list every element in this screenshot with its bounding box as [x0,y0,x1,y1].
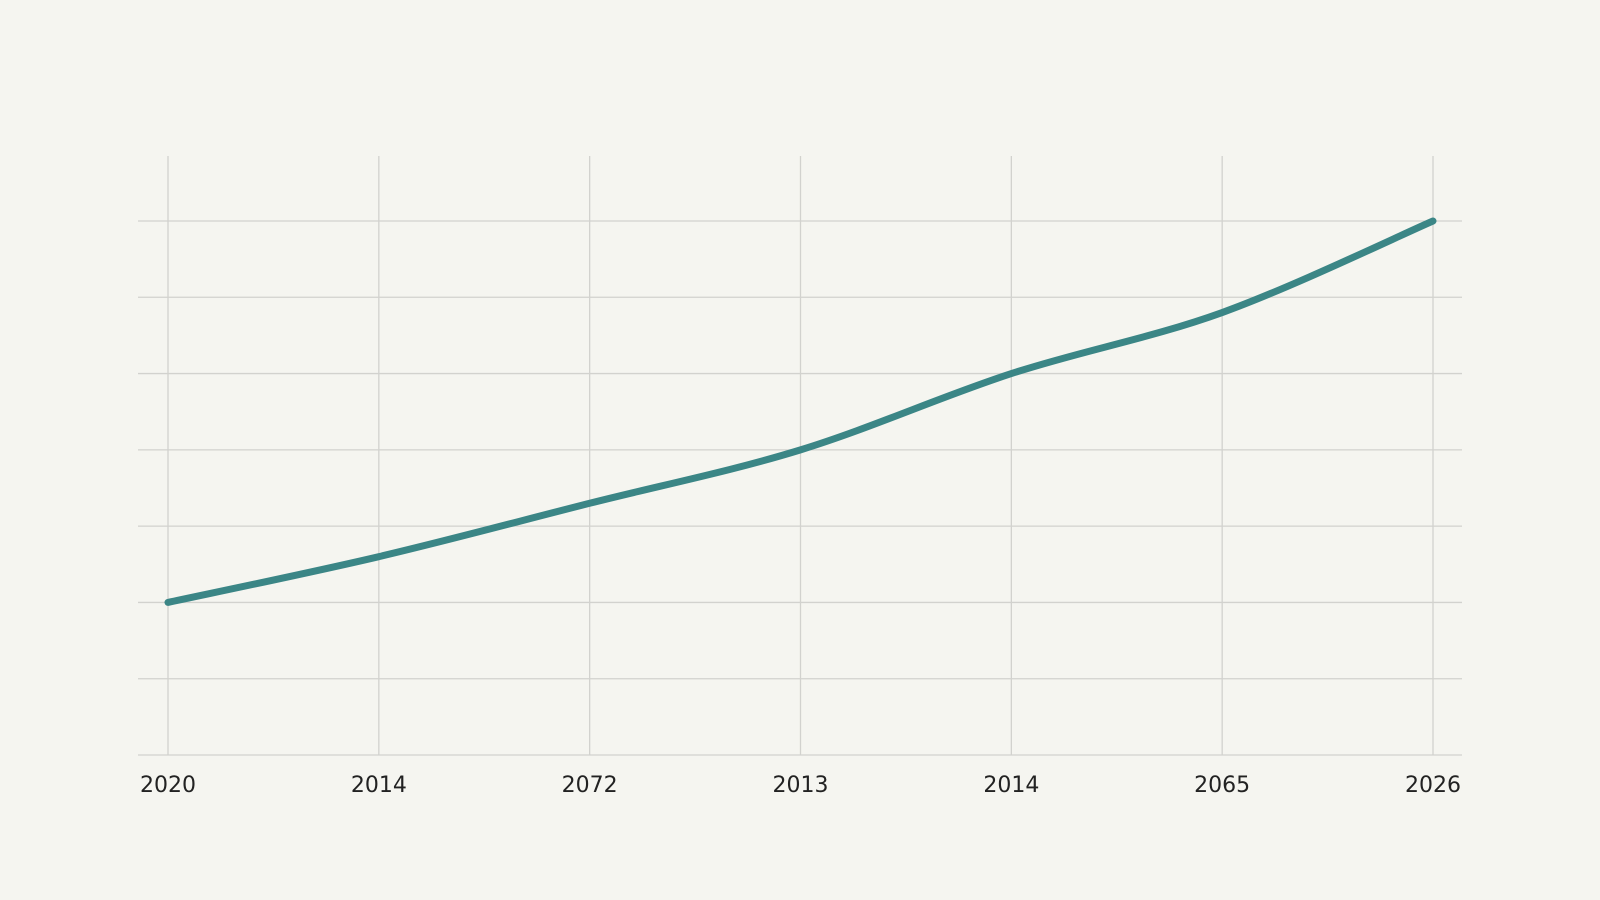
x-tick-label: 2020 [140,773,196,798]
x-tick-label: 2014 [983,773,1039,798]
x-tick-label: 2065 [1194,773,1250,798]
x-tick-label: 2013 [773,773,829,798]
x-tick-label: 2014 [351,773,407,798]
x-tick-label: 2072 [562,773,618,798]
data-line [164,217,1437,606]
x-tick-label: 2026 [1405,773,1461,798]
